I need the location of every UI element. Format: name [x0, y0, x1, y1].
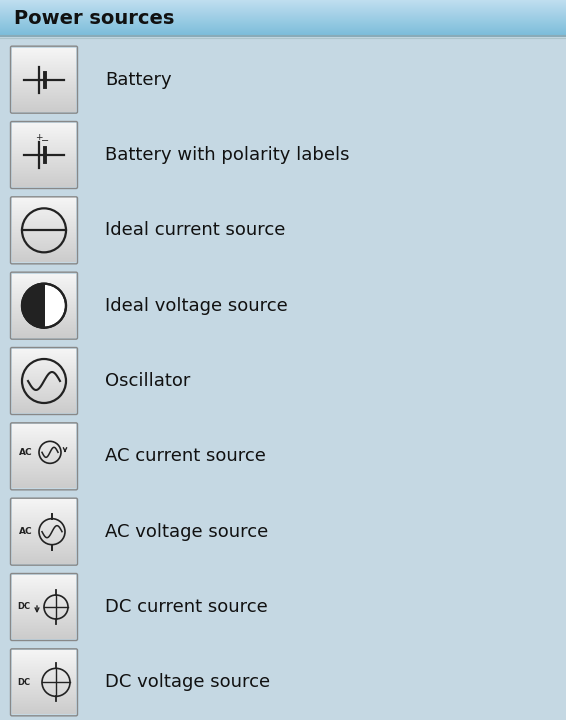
Text: DC current source: DC current source — [105, 598, 268, 616]
Text: AC current source: AC current source — [105, 447, 266, 465]
Text: DC: DC — [18, 603, 31, 611]
Text: +: + — [35, 133, 43, 143]
Text: AC: AC — [19, 527, 33, 536]
Text: DC voltage source: DC voltage source — [105, 673, 270, 691]
Text: Power sources: Power sources — [14, 9, 174, 27]
Text: Ideal current source: Ideal current source — [105, 221, 285, 239]
Text: Oscillator: Oscillator — [105, 372, 190, 390]
Text: Battery with polarity labels: Battery with polarity labels — [105, 146, 349, 164]
Ellipse shape — [22, 284, 66, 328]
Polygon shape — [22, 284, 44, 328]
Text: Battery: Battery — [105, 71, 171, 89]
Text: AC: AC — [19, 448, 33, 456]
Text: Ideal voltage source: Ideal voltage source — [105, 297, 288, 315]
Text: AC voltage source: AC voltage source — [105, 523, 268, 541]
Text: −: − — [41, 136, 49, 146]
Text: DC: DC — [18, 678, 31, 687]
